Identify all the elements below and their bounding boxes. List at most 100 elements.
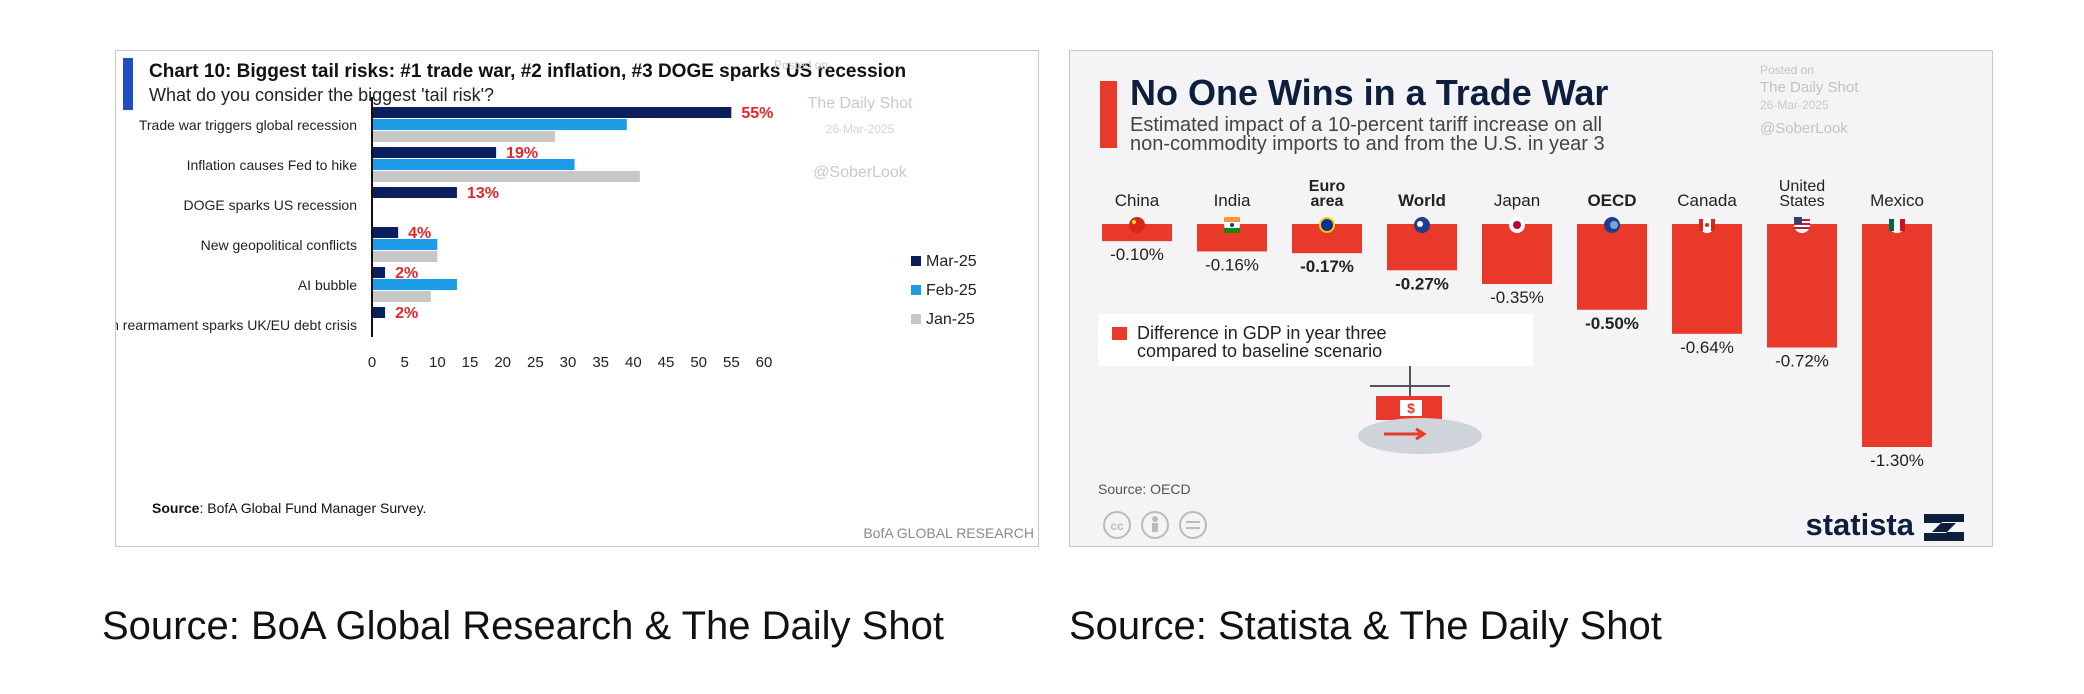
bar-feb-25 xyxy=(372,159,575,170)
chart-subtitle-line1: Estimated impact of a 10-percent tariff … xyxy=(1130,114,1602,136)
category-label: New geopolitical conflicts xyxy=(201,237,357,253)
gdp-bar xyxy=(1577,224,1647,310)
value-label: -0.72% xyxy=(1775,352,1829,371)
gdp-bar xyxy=(1767,224,1837,348)
bar-jan-25 xyxy=(372,131,555,142)
japan-flag-icon xyxy=(1509,217,1525,233)
legend-swatch-mar-25 xyxy=(911,256,921,266)
source-label: Source xyxy=(152,500,200,516)
value-label: -0.27% xyxy=(1395,274,1449,293)
title-accent-bar xyxy=(1100,81,1117,148)
data-label: 2% xyxy=(395,265,418,282)
legend-swatch-jan-25 xyxy=(911,314,921,324)
data-label: 55% xyxy=(741,105,773,122)
legend-box xyxy=(1098,314,1533,366)
gdp-legend: Difference in GDP in year three compared… xyxy=(1098,314,1533,366)
category-label: European rearmament sparks UK/EU debt cr… xyxy=(116,317,357,333)
bar-mar-25 xyxy=(372,187,457,198)
category-label: China xyxy=(1115,191,1160,210)
bofa-chart-svg: Chart 10: Biggest tail risks: #1 trade w… xyxy=(116,58,1034,541)
watermark-line1: Posted on xyxy=(1760,63,1814,77)
category-label: Japan xyxy=(1494,191,1540,210)
daily-shot-watermark: Posted on The Daily Shot 26-Mar-2025 @So… xyxy=(1760,63,1859,137)
data-label: 19% xyxy=(506,145,538,162)
legend-swatch-feb-25 xyxy=(911,285,921,295)
no-derivatives-icon xyxy=(1179,511,1207,539)
x-tick-label: 25 xyxy=(527,354,544,371)
x-tick-label: 0 xyxy=(368,354,376,371)
category-label: DOGE sparks US recession xyxy=(184,197,358,213)
legend-line1: Difference in GDP in year three xyxy=(1137,323,1386,343)
bar-jan-25 xyxy=(372,291,431,302)
data-label: 2% xyxy=(395,305,418,322)
gdp-bar xyxy=(1862,224,1932,447)
source-note: Source: OECD xyxy=(1098,481,1191,497)
bofa-chart-panel: Chart 10: Biggest tail risks: #1 trade w… xyxy=(115,50,1039,547)
right-source-caption: Source: Statista & The Daily Shot xyxy=(1069,604,1662,648)
value-label: -0.64% xyxy=(1680,338,1734,357)
value-label: -0.50% xyxy=(1585,314,1639,333)
category-label: Euro xyxy=(1309,178,1346,195)
eu-flag-icon xyxy=(1319,217,1335,233)
source-text: : BofA Global Fund Manager Survey. xyxy=(199,500,426,516)
gdp-bar xyxy=(1672,224,1742,334)
bar-mar-25 xyxy=(372,107,732,118)
category-label: Canada xyxy=(1677,191,1737,210)
legend-label-feb-25: Feb-25 xyxy=(926,282,977,299)
x-tick-label: 10 xyxy=(429,354,446,371)
statista-brand: statista xyxy=(1805,507,1914,542)
oecd-icon xyxy=(1604,217,1620,233)
statista-chart-svg: Posted on The Daily Shot 26-Mar-2025 @So… xyxy=(1098,63,1964,542)
source-note: Source: BofA Global Fund Manager Survey. xyxy=(152,500,426,516)
category-label: India xyxy=(1214,191,1251,210)
x-tick-label: 60 xyxy=(756,354,773,371)
value-label: -0.10% xyxy=(1110,245,1164,264)
category-label: Inflation causes Fed to hike xyxy=(187,157,358,173)
bar-mar-25 xyxy=(372,227,399,238)
x-tick-label: 5 xyxy=(400,354,408,371)
watermark-line4: @SoberLook xyxy=(1760,120,1848,137)
watermark-line2: The Daily Shot xyxy=(1760,79,1859,96)
bar-feb-25 xyxy=(372,119,627,130)
cc-icon xyxy=(1103,511,1131,539)
world-icon xyxy=(1414,217,1430,233)
bar-feb-25 xyxy=(372,239,438,250)
title-accent-bar xyxy=(123,58,133,110)
category-label: Trade war triggers global recession xyxy=(139,117,357,133)
value-label: -1.30% xyxy=(1870,451,1924,470)
legend-label-jan-25: Jan-25 xyxy=(926,311,975,328)
statista-logo-icon xyxy=(1924,514,1964,541)
category-label-line2: States xyxy=(1779,193,1824,210)
chart-title: No One Wins in a Trade War xyxy=(1130,72,1608,113)
china-flag-icon xyxy=(1129,217,1145,233)
bar-jan-25 xyxy=(372,171,640,182)
value-label: -0.16% xyxy=(1205,255,1259,274)
value-label: -0.17% xyxy=(1300,257,1354,276)
bar-mar-25 xyxy=(372,147,497,158)
x-tick-label: 55 xyxy=(723,354,740,371)
category-label-line2: area xyxy=(1311,193,1344,210)
category-label: AI bubble xyxy=(298,277,357,293)
chart-subtitle: What do you consider the biggest 'tail r… xyxy=(149,85,494,105)
daily-shot-watermark: Posted on The Daily Shot 26-Mar-2025 @So… xyxy=(774,58,913,181)
bofa-footer: BofA GLOBAL RESEARCH xyxy=(863,525,1034,541)
left-source-caption: Source: BoA Global Research & The Daily … xyxy=(102,604,944,648)
india-flag-icon xyxy=(1224,217,1240,233)
category-label: United xyxy=(1779,178,1825,195)
chart-subtitle-line2: non-commodity imports to and from the U.… xyxy=(1130,133,1605,155)
watermark-line4: @SoberLook xyxy=(813,164,908,181)
gdp-bar xyxy=(1482,224,1552,285)
usa-flag-icon xyxy=(1794,217,1810,233)
category-label: World xyxy=(1398,191,1446,210)
svg-text:cc: cc xyxy=(1110,519,1124,533)
chart-title: Chart 10: Biggest tail risks: #1 trade w… xyxy=(149,61,906,82)
legend-swatch xyxy=(1112,327,1127,340)
x-tick-label: 15 xyxy=(462,354,479,371)
bar-jan-25 xyxy=(372,251,438,262)
watermark-line1: Posted on xyxy=(774,58,828,72)
watermark-line3: 26-Mar-2025 xyxy=(1760,98,1829,112)
x-tick-label: 30 xyxy=(560,354,577,371)
tariff-illustration-icon: $ xyxy=(1358,366,1482,454)
x-tick-label: 40 xyxy=(625,354,642,371)
mexico-flag-icon xyxy=(1889,217,1905,233)
